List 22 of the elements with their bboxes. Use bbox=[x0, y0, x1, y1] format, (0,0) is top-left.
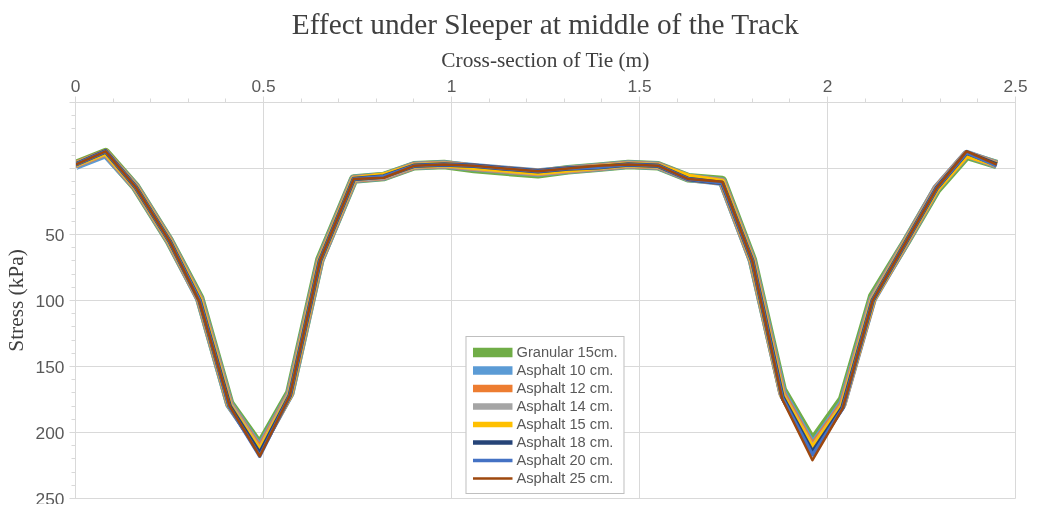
legend-label: Asphalt 15 cm. bbox=[516, 415, 614, 433]
y-tick-label: 150 bbox=[35, 356, 65, 377]
legend-label: Asphalt 25 cm. bbox=[516, 469, 614, 487]
legend-label: Granular 15cm. bbox=[516, 343, 618, 361]
y-tick-label: 200 bbox=[35, 422, 65, 443]
x-tick-label: 0 bbox=[70, 75, 81, 96]
y-tick-label: 250 bbox=[35, 488, 65, 506]
chart-title: Effect under Sleeper at middle of the Track bbox=[291, 7, 799, 40]
x-axis-title: Cross-section of Tie (m) bbox=[441, 47, 650, 72]
legend-label: Asphalt 12 cm. bbox=[516, 379, 614, 397]
legend-label: Asphalt 10 cm. bbox=[516, 361, 614, 379]
x-tick-label: 1 bbox=[446, 75, 457, 96]
x-tick-label: 2.5 bbox=[1003, 75, 1028, 96]
legend-label: Asphalt 14 cm. bbox=[516, 397, 614, 415]
x-tick-label: 0.5 bbox=[251, 75, 276, 96]
y-axis-title: Stress (kPa) bbox=[3, 249, 28, 352]
x-tick-label: 2 bbox=[822, 75, 833, 96]
legend-label: Asphalt 20 cm. bbox=[516, 451, 614, 469]
legend-label: Asphalt 18 cm. bbox=[516, 433, 614, 451]
y-tick-label: 50 bbox=[45, 224, 65, 245]
y-tick-label: 100 bbox=[35, 290, 65, 311]
x-tick-label: 1.5 bbox=[627, 75, 652, 96]
